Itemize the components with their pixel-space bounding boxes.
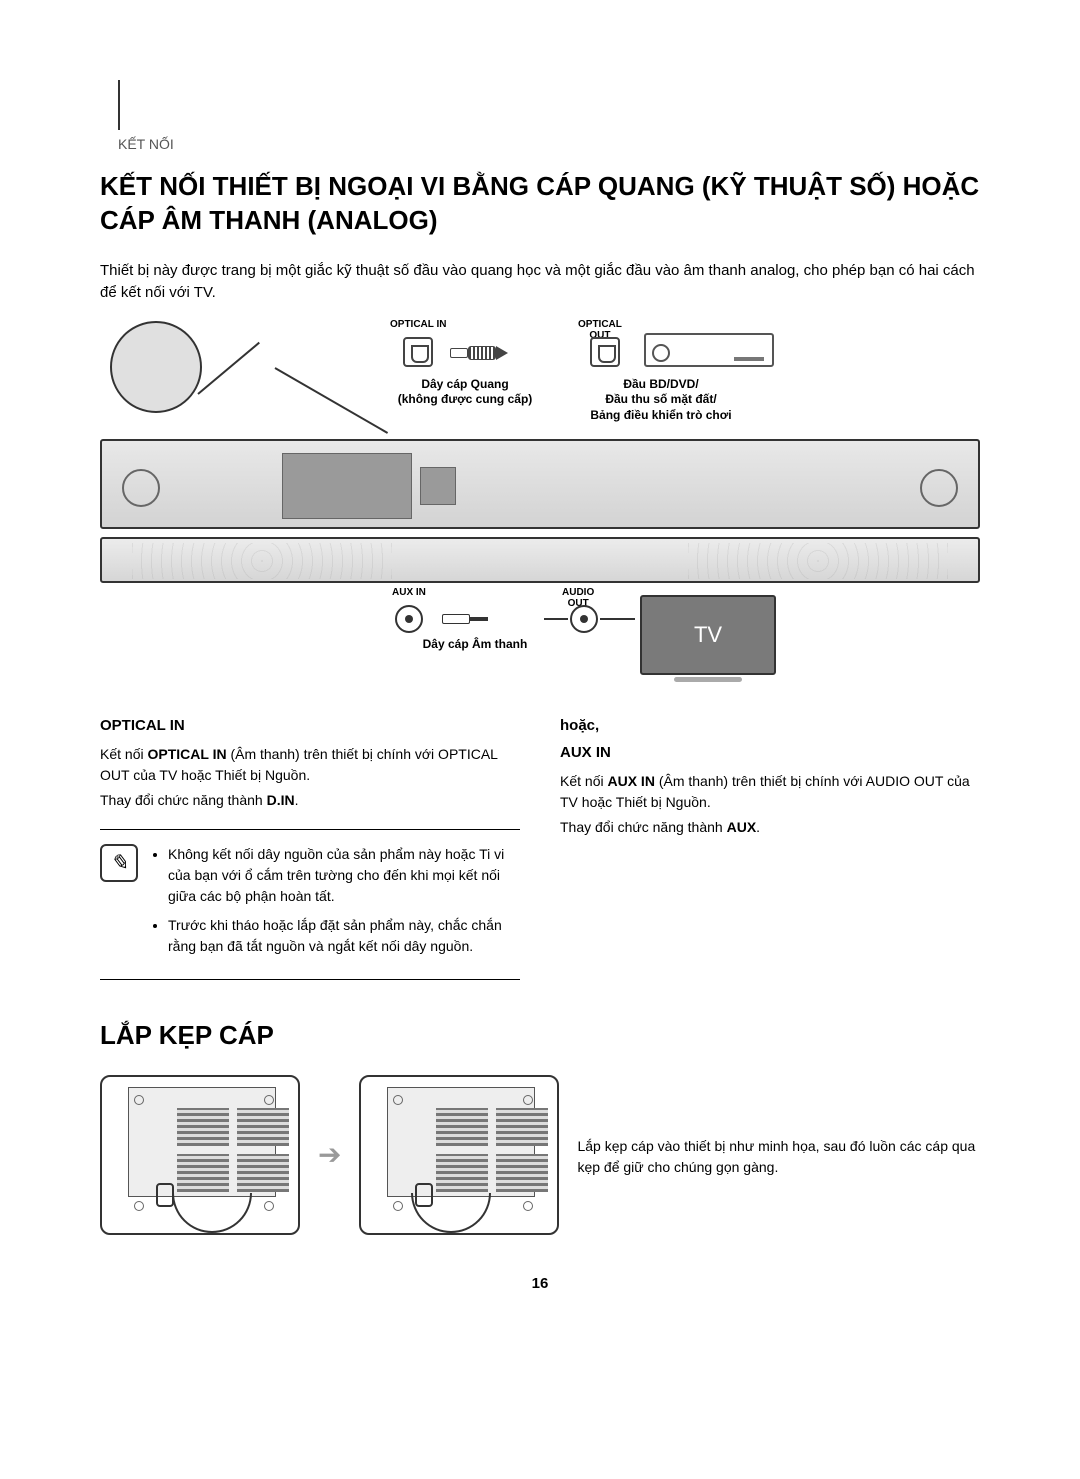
optical-in-label: OPTICAL IN <box>390 319 446 330</box>
optical-in-column: OPTICAL IN Kết nối OPTICAL IN (Âm thanh)… <box>100 717 520 980</box>
note-list: Không kết nối dây nguồn của sản phẩm này… <box>150 844 512 965</box>
arrow-icon: ➔ <box>318 1138 341 1171</box>
instruction-columns: OPTICAL IN Kết nối OPTICAL IN (Âm thanh)… <box>100 717 980 980</box>
cable-clip-title: LẮP KẸP CÁP <box>100 1020 980 1051</box>
rca-jack-icon <box>570 605 598 633</box>
cable-clip-row: ➔ Lắp kẹp cáp vào thiết bị như minh họa,… <box>100 1075 980 1235</box>
aux-in-column: hoặc, AUX IN Kết nối AUX IN (Âm thanh) t… <box>560 717 980 980</box>
dvd-device-icon <box>644 333 774 367</box>
aux-cable-icon <box>442 613 542 625</box>
note-box: ✎ Không kết nối dây nguồn của sản phẩm n… <box>100 829 520 980</box>
connector-line <box>600 618 635 620</box>
tv-icon: TV <box>640 595 776 675</box>
soundbar-illustration <box>100 439 980 529</box>
optical-cable-label: Dây cáp Quang (không được cung cấp) <box>380 377 550 408</box>
aux-in-p1: Kết nối AUX IN (Âm thanh) trên thiết bị … <box>560 771 980 813</box>
tv-stand-icon <box>674 677 742 682</box>
intro-paragraph: Thiết bị này được trang bị một giắc kỹ t… <box>100 260 980 305</box>
cable-clip-figure-before <box>100 1075 300 1235</box>
page-title: KẾT NỐI THIẾT BỊ NGOẠI VI BẰNG CÁP QUANG… <box>100 170 980 238</box>
aux-in-label: AUX IN <box>392 587 426 598</box>
note-item: Không kết nối dây nguồn của sản phẩm này… <box>168 844 512 907</box>
aux-in-p2: Thay đổi chức năng thành AUX. <box>560 817 980 838</box>
connection-diagram: OPTICAL IN OPTICAL OUT Dây cáp Quang (kh… <box>100 319 980 689</box>
cable-clip-text: Lắp kẹp cáp vào thiết bị như minh họa, s… <box>577 1132 980 1178</box>
rca-jack-icon <box>395 605 423 633</box>
optical-in-heading: OPTICAL IN <box>100 717 520 734</box>
cable-clip-figure-after <box>359 1075 559 1235</box>
optical-in-p2: Thay đổi chức năng thành D.IN. <box>100 790 520 811</box>
callout-line <box>275 367 389 434</box>
optical-in-p1: Kết nối OPTICAL IN (Âm thanh) trên thiết… <box>100 744 520 786</box>
zoom-detail-circle <box>110 321 202 413</box>
page-number: 16 <box>100 1275 980 1292</box>
section-label: KẾT NỐI <box>118 136 980 152</box>
source-device-label: Đầu BD/DVD/ Đầu thu số mặt đất/ Bảng điề… <box>566 377 756 424</box>
aux-cable-label: Dây cáp Âm thanh <box>400 637 550 651</box>
aux-bar-illustration <box>100 537 980 583</box>
callout-line <box>197 341 260 394</box>
or-label: hoặc, <box>560 717 980 734</box>
note-icon: ✎ <box>100 844 138 882</box>
optical-port-icon <box>590 337 620 367</box>
connector-line <box>544 618 568 620</box>
optical-port-icon <box>403 337 433 367</box>
optical-cable-icon <box>450 345 570 361</box>
note-item: Trước khi tháo hoặc lắp đặt sản phẩm này… <box>168 915 512 957</box>
header-rule <box>118 80 120 130</box>
aux-in-heading: AUX IN <box>560 744 980 761</box>
